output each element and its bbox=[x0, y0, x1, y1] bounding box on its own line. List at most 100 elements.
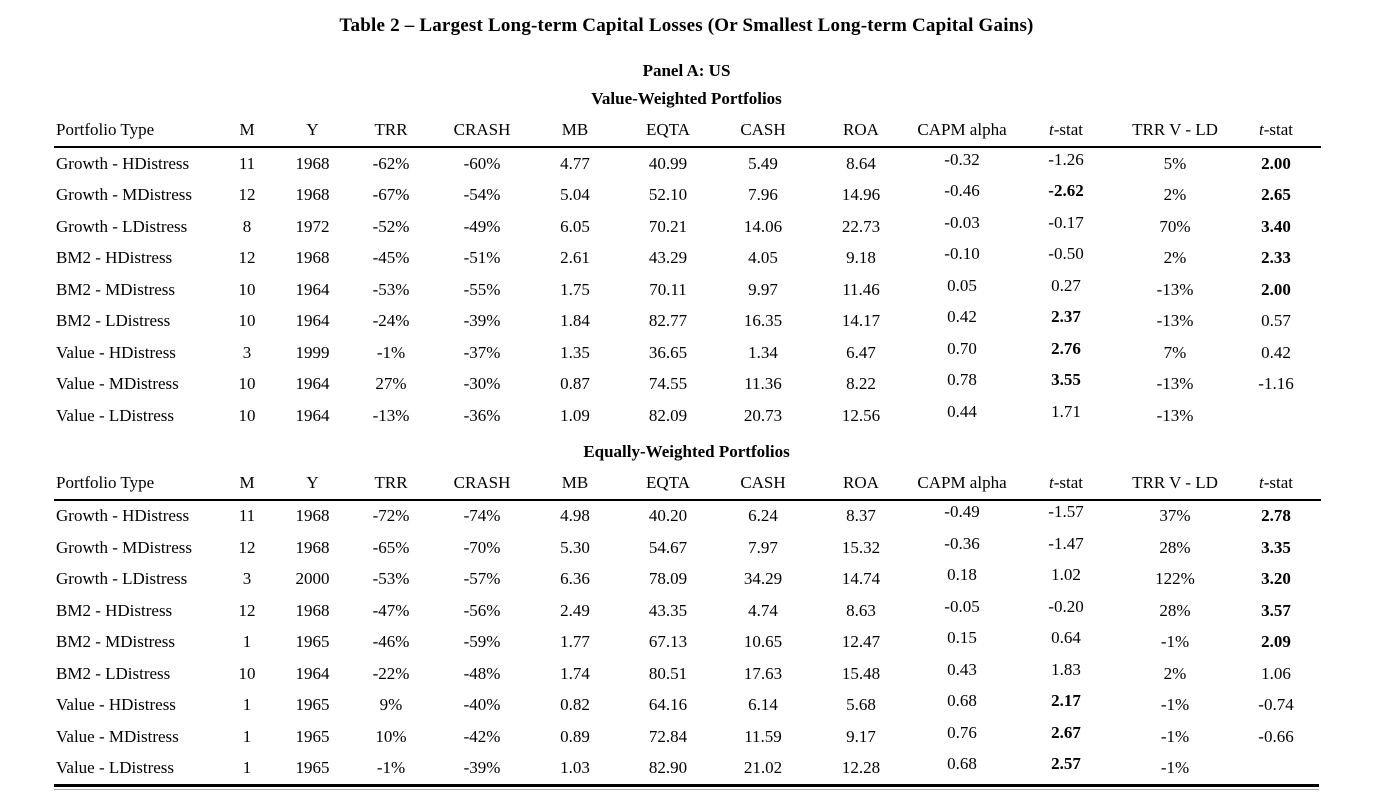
cell-mb: 6.36 bbox=[529, 564, 621, 596]
cell-value: -70% bbox=[463, 537, 501, 557]
cell-cash: 9.97 bbox=[715, 274, 811, 306]
cell-t-stat-trr: -1.16 bbox=[1231, 369, 1321, 401]
cell-trr: 10% bbox=[347, 721, 435, 753]
cell-value: -72% bbox=[372, 506, 410, 526]
column-header-y: Y bbox=[278, 461, 347, 501]
cell-value: 2.09 bbox=[1261, 632, 1291, 652]
cell-value: -48% bbox=[463, 663, 501, 683]
cell-value: 70.21 bbox=[648, 216, 688, 236]
cell-value: 2.76 bbox=[1051, 338, 1081, 358]
cell-mb: 1.77 bbox=[529, 627, 621, 659]
cell-value: 11.36 bbox=[744, 374, 782, 394]
cell-value: -1% bbox=[376, 758, 406, 778]
cell-value: -45% bbox=[372, 248, 410, 268]
cell-value: Growth - LDistress bbox=[56, 216, 188, 236]
cell-value: 2.00 bbox=[1261, 279, 1291, 299]
cell-value: 0.89 bbox=[560, 726, 590, 746]
cell-y: 2000 bbox=[278, 564, 347, 596]
cell-cash: 4.05 bbox=[715, 243, 811, 275]
cell-cash: 6.24 bbox=[715, 500, 811, 533]
cell-value: 2% bbox=[1163, 248, 1187, 268]
cell-roa: 12.56 bbox=[811, 400, 911, 432]
cell-trr-v-ld: 28% bbox=[1119, 595, 1231, 627]
cell-t-stat-alpha: -1.47 bbox=[1013, 532, 1119, 564]
cell-value: Value - MDistress bbox=[56, 374, 179, 394]
cell-trr: -45% bbox=[347, 243, 435, 275]
cell-value: 1965 bbox=[295, 758, 330, 778]
cell-eqta: 82.77 bbox=[621, 306, 715, 338]
cell-value: 0.42 bbox=[1261, 342, 1291, 362]
cell-m: 10 bbox=[216, 369, 278, 401]
cell-y: 1964 bbox=[278, 369, 347, 401]
cell-portfolio-type: Value - HDistress bbox=[54, 337, 216, 369]
cell-portfolio-type: Growth - HDistress bbox=[54, 500, 216, 533]
cell-cash: 5.49 bbox=[715, 147, 811, 180]
cell-t-stat-alpha: 2.17 bbox=[1013, 690, 1119, 722]
cell-value: Growth - MDistress bbox=[56, 185, 192, 205]
cell-roa: 5.68 bbox=[811, 690, 911, 722]
panel-label: Panel A: US bbox=[642, 61, 731, 80]
cell-value: -37% bbox=[463, 342, 501, 362]
cell-value: BM2 - LDistress bbox=[56, 663, 171, 683]
cell-value: 3.55 bbox=[1051, 370, 1081, 390]
cell-value: 72.84 bbox=[648, 726, 688, 746]
cell-m: 10 bbox=[216, 658, 278, 690]
cell-trr: -47% bbox=[347, 595, 435, 627]
cell-value: 1968 bbox=[295, 153, 330, 173]
cell-value: Value - MDistress bbox=[56, 726, 179, 746]
column-header-capm-alpha: CAPM alpha bbox=[911, 109, 1013, 148]
cell-m: 11 bbox=[216, 500, 278, 533]
cell-value: -67% bbox=[372, 185, 410, 205]
cell-value: -62% bbox=[372, 153, 410, 173]
cell-mb: 5.30 bbox=[529, 532, 621, 564]
cell-t-stat-alpha: -1.57 bbox=[1013, 500, 1119, 533]
column-header-roa: ROA bbox=[811, 109, 911, 148]
cell-value: 10 bbox=[238, 405, 256, 425]
table-header: Portfolio Type M Y TRR CRASH MB EQTA CASH ROA CAP… bbox=[54, 461, 1321, 501]
table-row: Growth - HDistress 11 1968 -72% -74% 4.98 40.2… bbox=[54, 500, 1321, 533]
cell-value: 1.02 bbox=[1051, 565, 1081, 585]
cell-y: 1968 bbox=[278, 595, 347, 627]
cell-value: 0.76 bbox=[947, 722, 977, 742]
cell-value: 1968 bbox=[295, 185, 330, 205]
cell-mb: 0.87 bbox=[529, 369, 621, 401]
cell-capm-alpha: 0.68 bbox=[911, 690, 1013, 722]
cell-value: 2.61 bbox=[560, 248, 590, 268]
cell-eqta: 52.10 bbox=[621, 180, 715, 212]
cell-crash: -51% bbox=[435, 243, 529, 275]
cell-value: 21.02 bbox=[743, 758, 783, 778]
cell-t-stat-trr bbox=[1231, 400, 1321, 432]
cell-eqta: 70.11 bbox=[621, 274, 715, 306]
cell-mb: 0.82 bbox=[529, 690, 621, 722]
table-header: Portfolio Type M Y TRR CRASH MB EQTA CASH ROA CAP… bbox=[54, 109, 1321, 148]
cell-capm-alpha: 0.42 bbox=[911, 306, 1013, 338]
cell-value: 10 bbox=[238, 311, 256, 331]
cell-value: 0.70 bbox=[947, 338, 977, 358]
cell-value: -57% bbox=[463, 569, 501, 589]
cell-portfolio-type: BM2 - LDistress bbox=[54, 306, 216, 338]
cell-portfolio-type: Growth - HDistress bbox=[54, 147, 216, 180]
cell-mb: 4.98 bbox=[529, 500, 621, 533]
cell-value: -22% bbox=[372, 663, 410, 683]
cell-value: 1 bbox=[242, 695, 252, 715]
cell-value: 8.22 bbox=[846, 374, 876, 394]
cell-value: 11.59 bbox=[744, 726, 782, 746]
cell-t-stat-trr: 0.57 bbox=[1231, 306, 1321, 338]
cell-trr-v-ld: -1% bbox=[1119, 690, 1231, 722]
cell-t-stat-trr: 2.00 bbox=[1231, 274, 1321, 306]
cell-value: -55% bbox=[463, 279, 501, 299]
cell-value: 1.71 bbox=[1051, 401, 1081, 421]
cell-value: 1968 bbox=[295, 248, 330, 268]
cell-value: BM2 - MDistress bbox=[56, 279, 176, 299]
cell-value: -49% bbox=[463, 216, 501, 236]
cell-value: 20.73 bbox=[743, 405, 783, 425]
cell-value: -39% bbox=[463, 758, 501, 778]
cell-portfolio-type: Growth - LDistress bbox=[54, 564, 216, 596]
cell-value: 82.77 bbox=[648, 311, 688, 331]
cell-m: 12 bbox=[216, 243, 278, 275]
cell-portfolio-type: Growth - MDistress bbox=[54, 532, 216, 564]
cell-value: -1.16 bbox=[1258, 374, 1294, 394]
cell-value: -46% bbox=[372, 632, 410, 652]
cell-trr: -67% bbox=[347, 180, 435, 212]
cell-value: 11.46 bbox=[842, 279, 880, 299]
